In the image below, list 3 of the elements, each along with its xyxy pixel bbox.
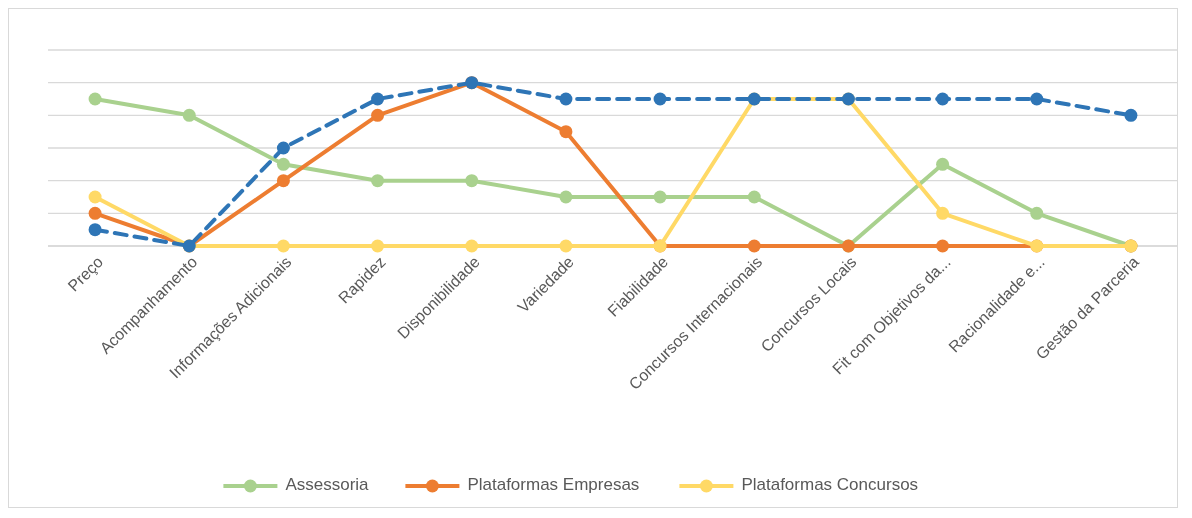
legend-label: Plataformas Concursos	[741, 475, 919, 495]
legend-label: Assessoria	[285, 475, 370, 495]
legend-label: Plataformas Empresas	[467, 475, 640, 495]
